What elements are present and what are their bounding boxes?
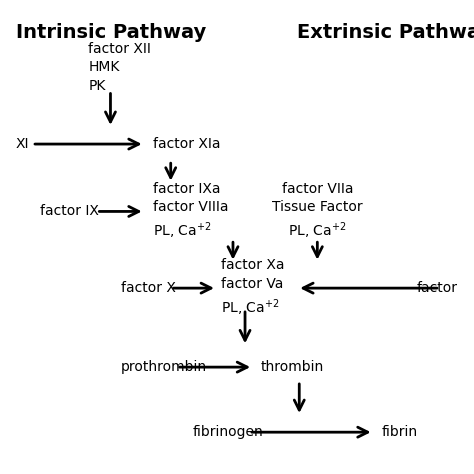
Text: factor XIa: factor XIa xyxy=(153,137,220,151)
Text: Extrinsic Pathway: Extrinsic Pathway xyxy=(297,23,474,42)
Text: factor: factor xyxy=(417,281,458,295)
Text: factor VIIa
Tissue Factor
PL, Ca$^{+2}$: factor VIIa Tissue Factor PL, Ca$^{+2}$ xyxy=(272,182,363,241)
Text: Intrinsic Pathway: Intrinsic Pathway xyxy=(16,23,206,42)
Text: factor IXa
factor VIIIa
PL, Ca$^{+2}$: factor IXa factor VIIIa PL, Ca$^{+2}$ xyxy=(153,182,228,241)
Text: thrombin: thrombin xyxy=(261,360,324,374)
Text: factor Xa
factor Va
PL, Ca$^{+2}$: factor Xa factor Va PL, Ca$^{+2}$ xyxy=(221,258,284,318)
Text: factor X: factor X xyxy=(120,281,175,295)
Text: fibrinogen: fibrinogen xyxy=(193,425,264,439)
Text: factor XII
HMK
PK: factor XII HMK PK xyxy=(88,42,151,93)
Text: prothrombin: prothrombin xyxy=(120,360,207,374)
Text: XI: XI xyxy=(16,137,29,151)
Text: fibrin: fibrin xyxy=(382,425,418,439)
Text: factor IX: factor IX xyxy=(40,204,99,219)
